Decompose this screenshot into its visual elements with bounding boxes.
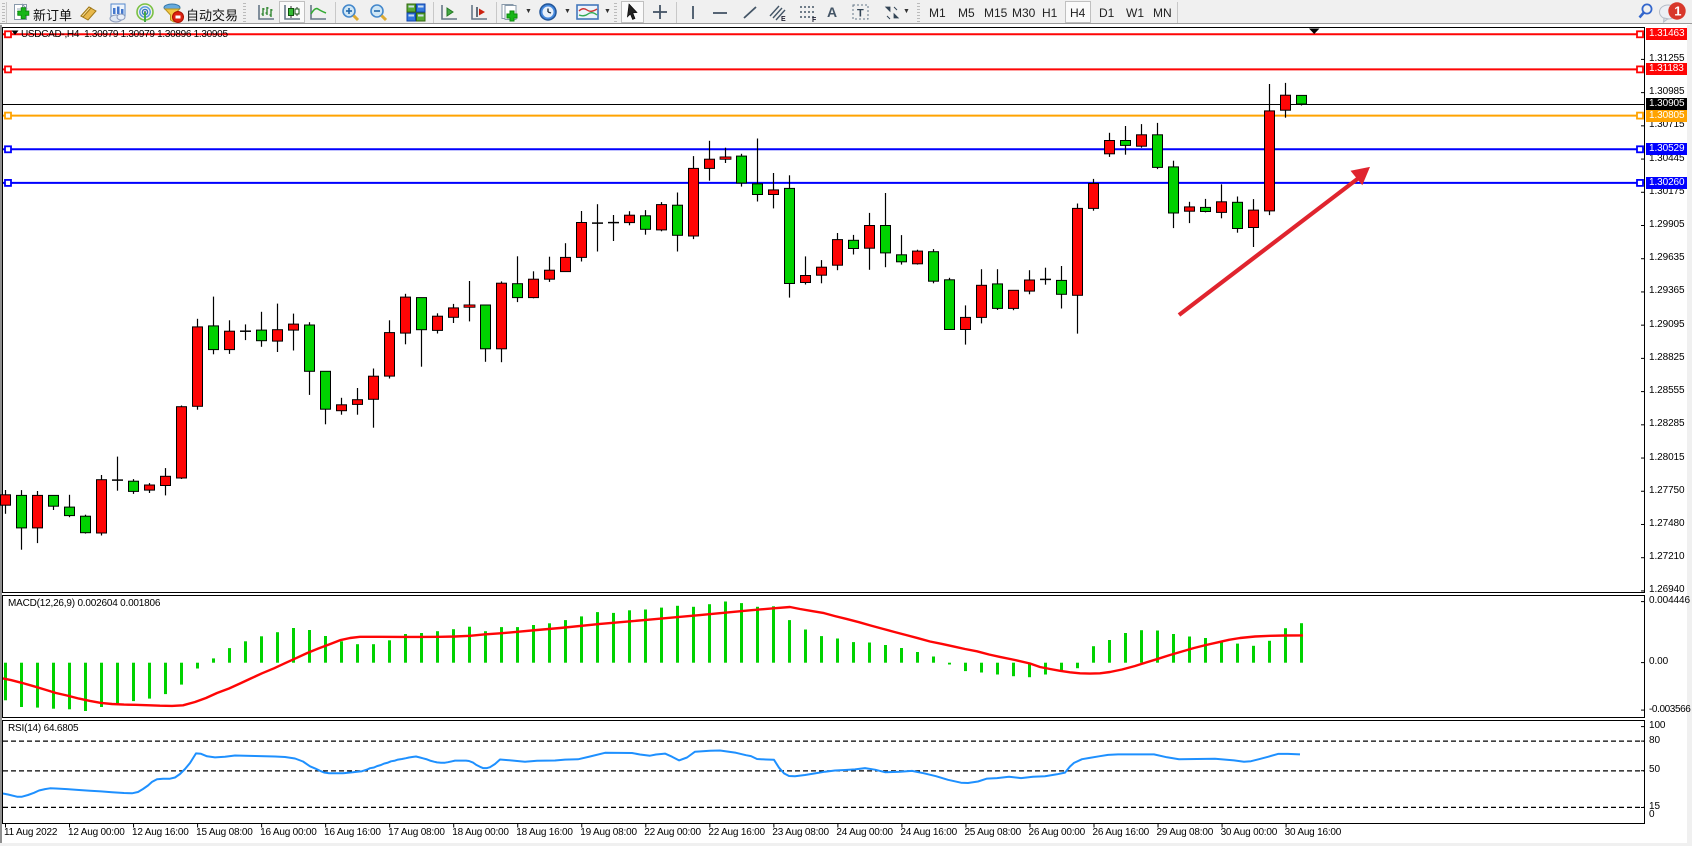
- svg-text:E: E: [781, 16, 786, 23]
- svg-text:1: 1: [1674, 4, 1681, 19]
- svg-text:T: T: [857, 8, 864, 20]
- svg-text:F: F: [812, 17, 817, 23]
